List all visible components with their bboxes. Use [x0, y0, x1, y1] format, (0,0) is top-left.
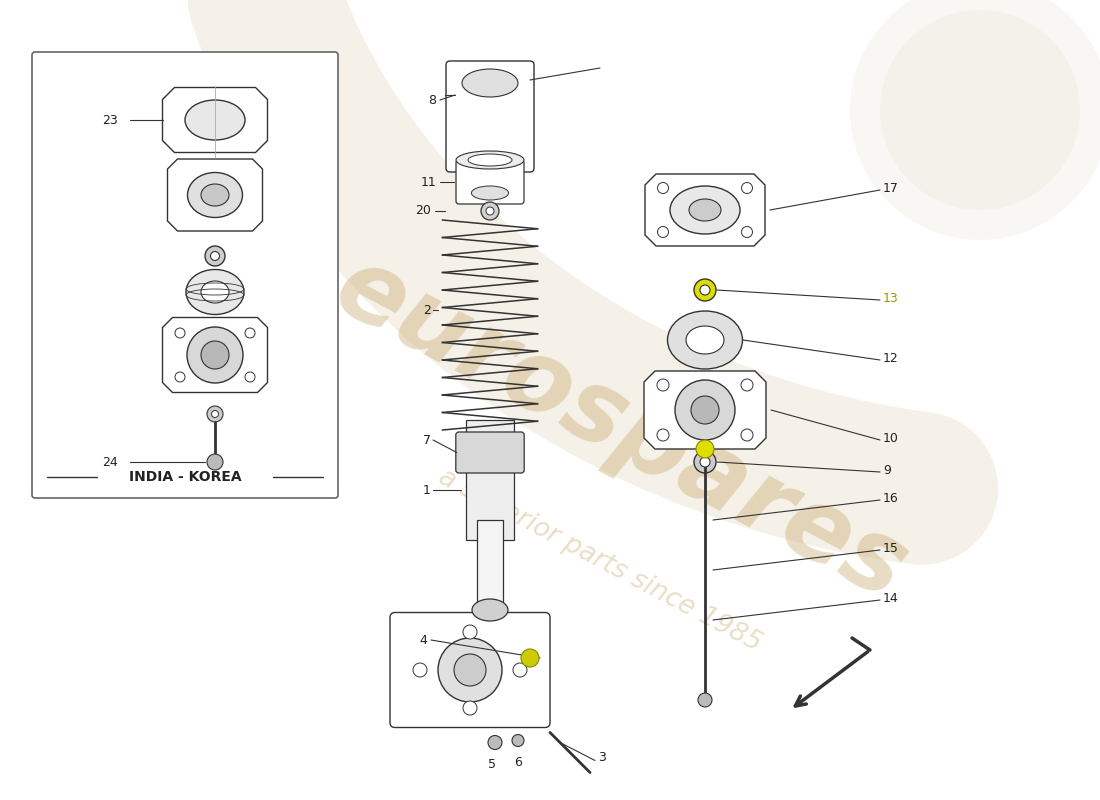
Circle shape — [741, 182, 752, 194]
Ellipse shape — [670, 186, 740, 234]
Text: 1: 1 — [424, 483, 431, 497]
Circle shape — [438, 638, 502, 702]
Circle shape — [187, 327, 243, 383]
Text: 20: 20 — [415, 205, 431, 218]
Polygon shape — [167, 159, 263, 231]
FancyBboxPatch shape — [446, 61, 534, 172]
Circle shape — [691, 396, 719, 424]
FancyBboxPatch shape — [390, 613, 550, 727]
Circle shape — [675, 380, 735, 440]
Ellipse shape — [201, 281, 229, 303]
Ellipse shape — [686, 326, 724, 354]
Text: 14: 14 — [883, 591, 899, 605]
Circle shape — [512, 734, 524, 746]
Ellipse shape — [185, 100, 245, 140]
Polygon shape — [645, 174, 764, 246]
Text: 10: 10 — [883, 431, 899, 445]
Circle shape — [694, 279, 716, 301]
Text: 16: 16 — [883, 491, 899, 505]
Text: 6: 6 — [514, 756, 521, 769]
Text: 11: 11 — [420, 175, 436, 189]
Polygon shape — [644, 371, 766, 449]
Text: 9: 9 — [883, 463, 891, 477]
Ellipse shape — [689, 199, 720, 221]
Circle shape — [513, 663, 527, 677]
Polygon shape — [163, 318, 267, 393]
FancyBboxPatch shape — [32, 52, 338, 498]
Ellipse shape — [472, 186, 508, 200]
FancyBboxPatch shape — [456, 160, 524, 204]
Bar — [466, 420, 514, 540]
Circle shape — [205, 246, 225, 266]
Circle shape — [741, 226, 752, 238]
Text: INDIA - KOREA: INDIA - KOREA — [129, 470, 241, 484]
Circle shape — [657, 379, 669, 391]
Text: 3: 3 — [598, 751, 606, 764]
Circle shape — [741, 429, 754, 441]
Circle shape — [207, 406, 223, 422]
Circle shape — [412, 663, 427, 677]
Text: 7: 7 — [424, 434, 431, 446]
Bar — [477, 520, 503, 620]
Circle shape — [850, 0, 1100, 240]
Circle shape — [245, 328, 255, 338]
Ellipse shape — [468, 154, 512, 166]
Circle shape — [175, 372, 185, 382]
Circle shape — [481, 202, 499, 220]
Text: 5: 5 — [488, 758, 496, 771]
Circle shape — [700, 285, 710, 295]
Circle shape — [210, 251, 220, 261]
Circle shape — [207, 454, 223, 470]
Circle shape — [658, 226, 669, 238]
Polygon shape — [163, 87, 267, 153]
Text: 4: 4 — [419, 634, 427, 646]
Text: eurospares: eurospares — [318, 238, 922, 622]
FancyBboxPatch shape — [455, 432, 525, 473]
Circle shape — [698, 693, 712, 707]
Circle shape — [880, 10, 1080, 210]
Circle shape — [463, 625, 477, 639]
Circle shape — [175, 328, 185, 338]
Circle shape — [463, 701, 477, 715]
Text: 12: 12 — [883, 351, 899, 365]
Circle shape — [658, 182, 669, 194]
Circle shape — [694, 451, 716, 473]
Circle shape — [657, 429, 669, 441]
Text: 13: 13 — [883, 291, 899, 305]
Circle shape — [700, 457, 710, 467]
Circle shape — [211, 410, 219, 418]
Ellipse shape — [668, 311, 742, 369]
Ellipse shape — [201, 184, 229, 206]
Circle shape — [486, 207, 494, 215]
Text: 24: 24 — [102, 455, 118, 469]
Ellipse shape — [472, 599, 508, 621]
Circle shape — [696, 440, 714, 458]
Ellipse shape — [186, 270, 244, 314]
Ellipse shape — [187, 173, 242, 218]
Ellipse shape — [462, 69, 518, 97]
Text: 8: 8 — [428, 94, 436, 106]
Text: 17: 17 — [883, 182, 899, 194]
Circle shape — [488, 735, 502, 750]
Circle shape — [521, 649, 539, 667]
Text: a superior parts since 1985: a superior parts since 1985 — [434, 463, 766, 657]
Text: 2: 2 — [424, 303, 431, 317]
Circle shape — [201, 341, 229, 369]
Text: 15: 15 — [883, 542, 899, 554]
Ellipse shape — [456, 151, 524, 169]
Circle shape — [741, 379, 754, 391]
Circle shape — [454, 654, 486, 686]
Circle shape — [245, 372, 255, 382]
Text: 23: 23 — [102, 114, 118, 126]
